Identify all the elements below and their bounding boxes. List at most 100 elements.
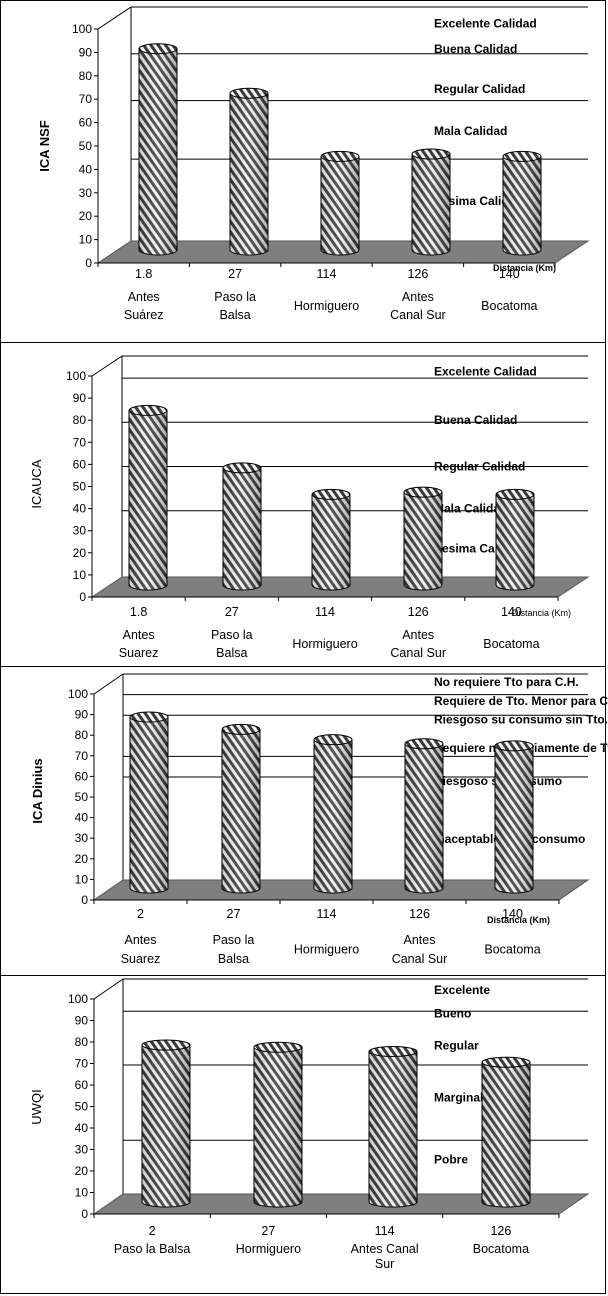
- side-wall-top: [91, 355, 123, 377]
- bar-top: [502, 150, 542, 162]
- chart-panel-uwqi: Excelente Bueno Regular Marginal Pobre 0 10 20 3…: [0, 975, 606, 1294]
- bar-shade: [321, 156, 359, 255]
- bar: [368, 1046, 418, 1208]
- zone-label: Regular: [434, 1039, 479, 1053]
- x-category-label: Canal Sur: [392, 952, 448, 966]
- chart-svg-1: Excelente Calidad Buena Calidad Regular Ca…: [29, 355, 590, 660]
- y-tick-label: 90: [75, 1014, 89, 1028]
- bar-shade: [254, 1047, 302, 1207]
- x-category-label: Paso la: [213, 933, 255, 947]
- x-number-label: 2: [149, 1224, 156, 1238]
- y-tick-label: 20: [73, 546, 87, 560]
- bar-shade: [412, 154, 450, 255]
- zone-label: Regular Calidad: [434, 82, 525, 96]
- y-axis-label: ICA NSF: [37, 120, 52, 172]
- y-tick-label: 70: [75, 749, 89, 763]
- x-category-label: Bocatoma: [484, 943, 540, 957]
- bar-top: [320, 150, 360, 162]
- x-number-label: 27: [225, 605, 239, 619]
- bar-shade: [139, 48, 177, 256]
- bar-top: [128, 404, 168, 416]
- x-number-label: 114: [317, 907, 337, 921]
- y-tick-label: 30: [75, 831, 89, 845]
- chart-panel-icauca: Excelente Calidad Buena Calidad Regular Ca…: [0, 342, 606, 667]
- x-number-label: 27: [227, 907, 241, 921]
- x-number-label: 126: [409, 907, 430, 921]
- side-wall-top: [97, 6, 132, 30]
- bar-shade: [495, 745, 533, 893]
- x-category-label: Paso la: [214, 290, 256, 304]
- y-axis-label: ICAUCA: [29, 459, 44, 508]
- chart-svg-3: Excelente Bueno Regular Marginal Pobre 0 10 20 3…: [29, 978, 590, 1271]
- y-tick-label: 20: [75, 1164, 89, 1178]
- bar-shade: [142, 1045, 190, 1207]
- bar: [128, 404, 168, 591]
- zone-label: Mala Calidad: [434, 124, 507, 138]
- x-number-label: 27: [228, 267, 242, 281]
- x-number-label: 114: [317, 267, 337, 281]
- x-category-label: Antes: [123, 628, 155, 642]
- distance-label: Distancia (Km): [493, 263, 556, 273]
- chart-panel-ica-dinius: No requiere Tto para C.H. Requiere de Tto…: [0, 666, 608, 976]
- x-number-label: 1.8: [135, 267, 152, 281]
- bar-top: [311, 488, 351, 500]
- bar: [411, 148, 451, 256]
- x-category-label: Bocatoma: [473, 1242, 529, 1256]
- zone-label: Regular Calidad: [434, 460, 525, 474]
- y-tick-label: 20: [79, 209, 93, 223]
- y-tick-label: 80: [75, 728, 89, 742]
- chart-svg-2: No requiere Tto para C.H. Requiere de Tto…: [30, 673, 608, 966]
- zone-label: Excelente Calidad: [434, 364, 537, 378]
- x-number-label: 126: [490, 1224, 511, 1238]
- x-number-label: 126: [407, 267, 428, 281]
- bar-shade: [130, 717, 168, 893]
- bar-top: [411, 148, 451, 160]
- zone-label: Requiere de Tto. Menor para C.H.: [434, 694, 608, 708]
- y-tick-label: 0: [81, 1207, 88, 1221]
- bar-top: [222, 462, 262, 474]
- bar-shade: [369, 1051, 417, 1207]
- y-tick-label: 0: [79, 590, 86, 604]
- x-category-label: Balsa: [218, 952, 249, 966]
- y-tick-label: 50: [75, 1100, 89, 1114]
- bar-top: [221, 723, 261, 735]
- y-tick-label: 90: [73, 391, 87, 405]
- x-category-label: Hormiguero: [292, 637, 357, 651]
- y-tick-label: 30: [73, 524, 87, 538]
- x-category-label: Hormiguero: [236, 1242, 301, 1256]
- bar-shade: [223, 467, 261, 590]
- y-tick-label: 80: [73, 413, 87, 427]
- bar-top: [129, 711, 169, 723]
- bar: [253, 1041, 303, 1208]
- y-tick-label: 20: [75, 852, 89, 866]
- bar: [403, 486, 443, 591]
- bar: [221, 723, 261, 894]
- x-number-label: 1.8: [130, 605, 147, 619]
- x-number-label: 140: [501, 605, 522, 619]
- y-tick-label: 40: [79, 162, 93, 176]
- bar: [222, 462, 262, 591]
- x-category-label: Balsa: [219, 308, 250, 322]
- x-number-label: 140: [499, 267, 520, 281]
- y-tick-label: 50: [79, 139, 93, 153]
- x-category-label: Hormiguero: [294, 299, 359, 313]
- zone-label: Pobre: [434, 1153, 468, 1167]
- distance-label: Distancia (Km): [487, 915, 550, 925]
- bar: [502, 150, 542, 256]
- y-tick-label: 60: [75, 1078, 89, 1092]
- y-tick-label: 40: [73, 502, 87, 516]
- x-category-label: Hormiguero: [294, 943, 359, 957]
- bar-top: [141, 1039, 191, 1051]
- zone-label: No requiere Tto para C.H.: [434, 675, 579, 689]
- chart-svg-0: Excelente Calidad Buena Calidad Regular Ca…: [37, 6, 590, 322]
- y-axis-label: UWQI: [29, 1089, 44, 1124]
- bar-top: [481, 1056, 531, 1068]
- x-number-label: 140: [502, 907, 523, 921]
- y-tick-label: 50: [75, 790, 89, 804]
- y-tick-label: 30: [79, 186, 93, 200]
- y-tick-label: 100: [68, 687, 88, 701]
- chart-panel-ica-nsf: Excelente Calidad Buena Calidad Regular Ca…: [0, 0, 606, 343]
- x-category-label: Antes: [128, 290, 160, 304]
- x-category-label: Antes: [404, 933, 436, 947]
- bar-top: [495, 488, 535, 500]
